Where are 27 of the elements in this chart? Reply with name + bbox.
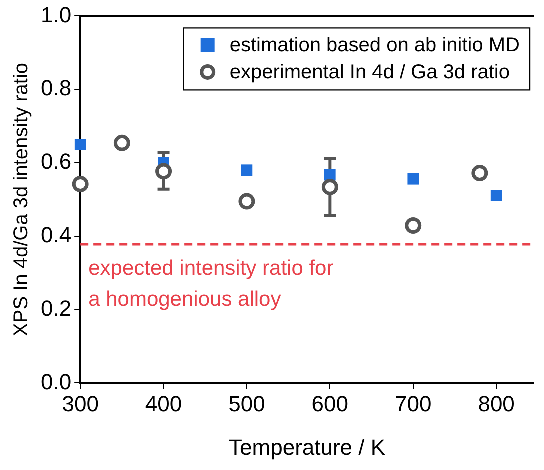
legend-label: experimental In 4d / Ga 3d ratio bbox=[230, 62, 510, 84]
point bbox=[114, 134, 130, 152]
legend-label: estimation based on ab initio MD bbox=[230, 34, 520, 57]
y-tick-label: 0.8 bbox=[40, 76, 72, 101]
point bbox=[405, 218, 422, 234]
x-tick-label: 400 bbox=[145, 391, 182, 416]
point bbox=[490, 190, 502, 202]
x-tick-label: 600 bbox=[312, 391, 349, 416]
point bbox=[238, 193, 256, 210]
x-tick-label: 500 bbox=[228, 391, 266, 416]
point bbox=[156, 163, 172, 180]
point bbox=[472, 165, 488, 182]
point bbox=[74, 138, 86, 150]
x-axis-title: Temperature / K bbox=[229, 434, 386, 460]
point bbox=[241, 164, 253, 176]
x-tick-label: 700 bbox=[395, 391, 432, 416]
y-tick-label: 0.4 bbox=[40, 222, 72, 248]
point bbox=[324, 169, 336, 181]
point bbox=[72, 176, 89, 193]
ref-line-label: expected intensity ratio for a homogenious alloy bbox=[88, 256, 334, 311]
y-axis-title: XPS In 4d/Ga 3d intensity ratio bbox=[10, 62, 33, 336]
point bbox=[408, 173, 420, 185]
x-tick-label: 800 bbox=[478, 391, 515, 416]
y-tick-label: 0.6 bbox=[40, 149, 72, 174]
y-tick-label: 0.2 bbox=[40, 296, 72, 321]
y-tick-label: 1.0 bbox=[40, 2, 72, 28]
point bbox=[322, 178, 338, 196]
